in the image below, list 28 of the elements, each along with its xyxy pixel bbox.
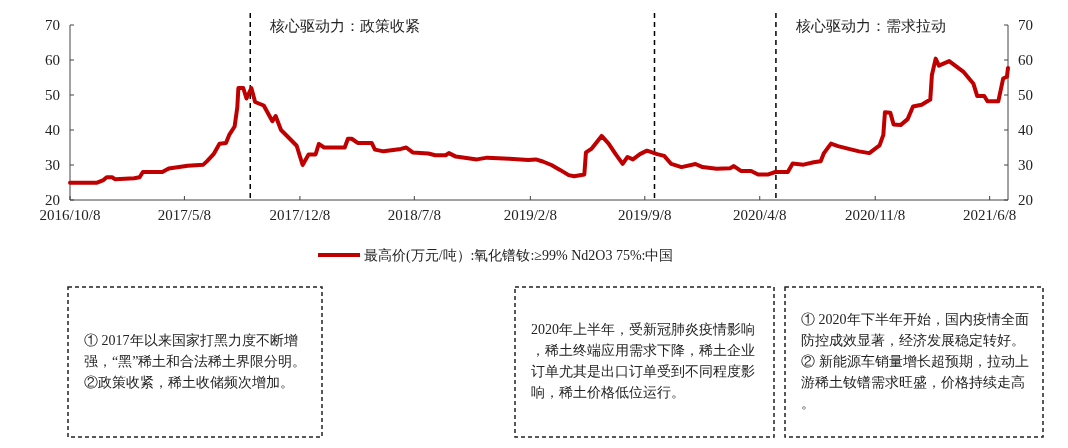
y2-tick-label: 40	[1018, 122, 1033, 138]
x-tick-label: 2020/11/8	[845, 207, 906, 223]
x-tick-label: 2016/10/8	[39, 207, 101, 223]
x-tick-label: 2019/9/8	[618, 207, 672, 223]
x-tick-label: 2017/5/8	[157, 207, 212, 223]
x-tick-label: 2018/7/8	[387, 207, 441, 223]
ref-line-label: 核心驱动力：需求拉动	[794, 18, 946, 34]
y-tick-label: 30	[45, 157, 60, 173]
legend-label: 最高价(万元/吨）:氧化镨钕:≥99% Nd2O3 75%:中国	[364, 248, 674, 264]
y-tick-label: 60	[45, 52, 60, 68]
y2-tick-label: 70	[1018, 17, 1033, 33]
x-tick-label: 2020/4/8	[733, 207, 787, 223]
x-tick-label: 2019/2/8	[503, 207, 558, 223]
y-tick-label: 70	[45, 17, 60, 33]
y-tick-label: 40	[45, 122, 60, 138]
y2-tick-label: 60	[1018, 52, 1033, 68]
ref-line-label: 核心驱动力：政策收紧	[269, 18, 421, 34]
x-tick-label: 2017/12/8	[269, 207, 331, 223]
y-tick-label: 50	[45, 87, 60, 103]
x-tick-label: 2021/6/8	[962, 207, 1017, 223]
y2-tick-label: 30	[1018, 157, 1033, 173]
y2-tick-label: 20	[1018, 192, 1033, 208]
y-tick-label: 20	[45, 192, 60, 208]
text: 2020年上半年，受新冠肺炎疫情影响，稀土终端应用需求下降，稀土企业订单尤其是出口订单受到不同程度影响，稀土价格低位运行。	[531, 322, 755, 400]
y2-tick-label: 50	[1018, 87, 1033, 103]
text: ① 2017年以来国家打黑力度不断增强，“黑”稀土和合法稀土界限分明。 ②政策收紧，稀土收储频次增加。	[84, 332, 307, 390]
line-series	[68, 56, 1010, 185]
text: ① 2020年下半年开始，国内疫情全面防控成效显著，经济发展稳定转好。 ② 新能源车销量增长超预期，拉动上游稀土钕镨需求旺盛，价格持续走高。	[801, 311, 1029, 411]
